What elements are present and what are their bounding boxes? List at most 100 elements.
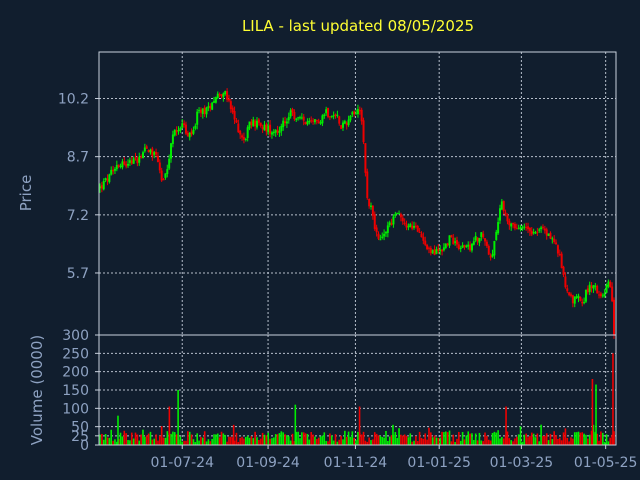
- candle-body: [508, 220, 511, 226]
- candle-body: [136, 158, 139, 164]
- candle-body: [409, 224, 412, 228]
- volume-bar: [282, 432, 284, 445]
- candle-body: [590, 285, 593, 289]
- volume-bar: [372, 439, 374, 445]
- candle-body: [168, 158, 171, 169]
- volume-bar: [551, 439, 554, 445]
- volume-bar: [336, 441, 339, 445]
- volume-bar: [555, 435, 557, 445]
- volume-bar: [342, 439, 344, 445]
- candle-body: [250, 121, 253, 125]
- candle-body: [528, 227, 531, 232]
- volume-bar: [188, 431, 191, 445]
- volume-bar: [196, 433, 198, 445]
- candle-body: [162, 179, 165, 181]
- volume-bar: [183, 440, 185, 445]
- volume-bar: [205, 441, 208, 445]
- candle-body: [467, 244, 470, 247]
- volume-bar: [145, 435, 148, 445]
- volume-bar: [355, 440, 357, 445]
- volume-bar: [203, 431, 206, 445]
- volume-bar: [211, 438, 213, 445]
- volume-bar: [562, 432, 565, 445]
- candle-body: [497, 222, 500, 234]
- candle-body: [130, 160, 133, 164]
- volume-bar: [254, 431, 256, 445]
- candle-body: [564, 276, 567, 288]
- candle-body: [407, 226, 410, 228]
- candle-body: [164, 173, 167, 178]
- candle-body: [502, 200, 505, 212]
- volume-bar: [502, 438, 505, 445]
- volume-bar: [377, 435, 380, 445]
- volume-bar: [407, 437, 410, 445]
- volume-axis-label: Volume (0000): [28, 335, 46, 445]
- candle-body: [321, 115, 324, 124]
- candle-body: [547, 233, 550, 236]
- candle-body: [265, 124, 268, 132]
- candle-body: [358, 110, 361, 112]
- volume-bar: [368, 437, 370, 445]
- volume-bar: [263, 434, 266, 445]
- candle-body: [327, 108, 330, 117]
- candle-body: [553, 238, 556, 243]
- volume-bar: [530, 432, 533, 445]
- volume-bar: [213, 434, 215, 445]
- volume-tick-label: 50: [71, 420, 89, 436]
- candle-body: [603, 293, 606, 297]
- volume-bar: [568, 441, 570, 445]
- volume-bar: [430, 432, 432, 445]
- volume-bar: [373, 432, 376, 445]
- price-tick-label: 5.7: [67, 266, 89, 282]
- volume-bar: [517, 434, 520, 445]
- volume-bar: [478, 432, 481, 445]
- volume-bar: [512, 441, 514, 445]
- candle-body: [401, 217, 404, 222]
- candle-body: [263, 124, 266, 131]
- volume-tick-label: 200: [62, 365, 89, 381]
- volume-bar: [301, 432, 303, 445]
- candle-body: [287, 116, 290, 121]
- volume-bar: [125, 433, 127, 445]
- volume-bar: [499, 438, 501, 445]
- candle-body: [319, 122, 322, 124]
- volume-bar: [295, 431, 298, 445]
- candle-body: [463, 244, 466, 248]
- volume-bar: [155, 434, 157, 445]
- candle-body: [170, 143, 173, 159]
- candle-body: [343, 121, 346, 124]
- candle-body: [209, 105, 212, 109]
- volume-bar: [334, 434, 337, 445]
- candle-body: [442, 247, 445, 251]
- candle-body: [519, 227, 522, 229]
- candle-body: [123, 161, 126, 165]
- volume-bar: [390, 435, 393, 445]
- volume-bar: [585, 434, 587, 445]
- volume-bar: [566, 437, 569, 445]
- volume-spike: [612, 353, 614, 445]
- volume-bar: [153, 438, 156, 445]
- candle-body: [601, 295, 604, 297]
- candle-body: [155, 152, 158, 155]
- candle-body: [555, 242, 558, 245]
- volume-bar: [385, 430, 387, 445]
- volume-bar: [536, 433, 539, 445]
- volume-bar: [134, 432, 137, 445]
- volume-bar: [209, 441, 212, 445]
- volume-bar: [444, 431, 447, 445]
- volume-bar: [351, 431, 354, 445]
- candle-body: [166, 169, 169, 175]
- candle-body: [325, 109, 328, 114]
- volume-bar: [291, 433, 294, 445]
- candle-body: [173, 129, 176, 136]
- volume-bars: [99, 353, 615, 445]
- candle-body: [560, 253, 563, 268]
- candle-body: [171, 134, 174, 144]
- candle-body: [517, 228, 520, 230]
- candle-body: [364, 143, 367, 173]
- candle-body: [270, 132, 273, 135]
- volume-bar: [560, 440, 563, 445]
- candle-body: [388, 222, 391, 226]
- volume-bar: [220, 431, 223, 445]
- candle-body: [513, 223, 516, 229]
